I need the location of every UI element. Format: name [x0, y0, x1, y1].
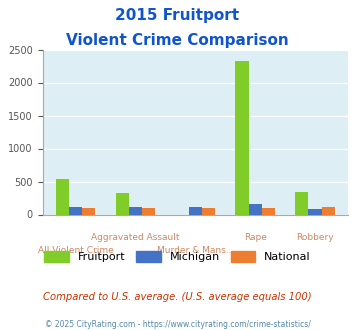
Legend: Fruitport, Michigan, National: Fruitport, Michigan, National [40, 247, 315, 267]
Text: All Violent Crime: All Violent Crime [38, 246, 113, 255]
Bar [69, 207, 82, 214]
Bar [202, 208, 215, 214]
Bar [129, 207, 142, 214]
Text: 2015 Fruitport: 2015 Fruitport [115, 8, 240, 23]
Text: Aggravated Assault: Aggravated Assault [91, 233, 180, 242]
Bar [248, 204, 262, 214]
Bar [56, 179, 69, 214]
Bar [322, 207, 335, 214]
Bar [82, 208, 95, 214]
Bar [235, 61, 248, 214]
Bar [142, 208, 155, 214]
Text: Violent Crime Comparison: Violent Crime Comparison [66, 33, 289, 48]
Text: Murder & Mans...: Murder & Mans... [157, 246, 234, 255]
Bar [308, 209, 322, 214]
Text: Rape: Rape [244, 233, 267, 242]
Text: Robbery: Robbery [296, 233, 334, 242]
Bar [295, 192, 308, 214]
Bar [189, 207, 202, 214]
Text: © 2025 CityRating.com - https://www.cityrating.com/crime-statistics/: © 2025 CityRating.com - https://www.city… [45, 320, 310, 329]
Text: Compared to U.S. average. (U.S. average equals 100): Compared to U.S. average. (U.S. average … [43, 292, 312, 302]
Bar [262, 208, 275, 214]
Bar [116, 193, 129, 215]
